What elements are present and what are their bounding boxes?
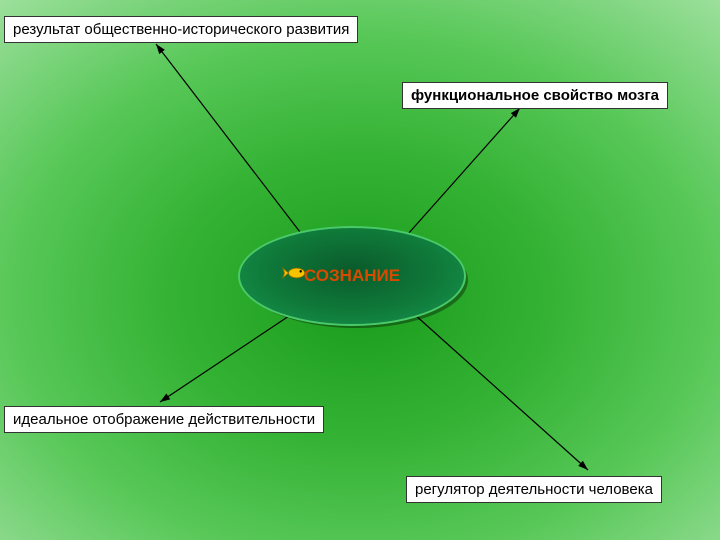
center-label: СОЗНАНИЕ <box>304 266 400 286</box>
box-top-right: функциональное свойство мозга <box>402 82 668 109</box>
diagram-stage: СОЗНАНИЕ результат общественно-историчес… <box>0 0 720 540</box>
box-bottom-right-text: регулятор деятельности человека <box>415 481 653 498</box>
box-bottom-left: идеальное отображение действительности <box>4 406 324 433</box>
center-ellipse: СОЗНАНИЕ <box>238 226 466 326</box>
box-top-left: результат общественно-исторического разв… <box>4 16 358 43</box>
box-bottom-left-text: идеальное отображение действительности <box>13 411 315 428</box>
box-bottom-right: регулятор деятельности человека <box>406 476 662 503</box>
fish-icon <box>282 260 308 286</box>
box-top-right-text: функциональное свойство мозга <box>411 87 659 104</box>
box-top-left-text: результат общественно-исторического разв… <box>13 21 349 38</box>
